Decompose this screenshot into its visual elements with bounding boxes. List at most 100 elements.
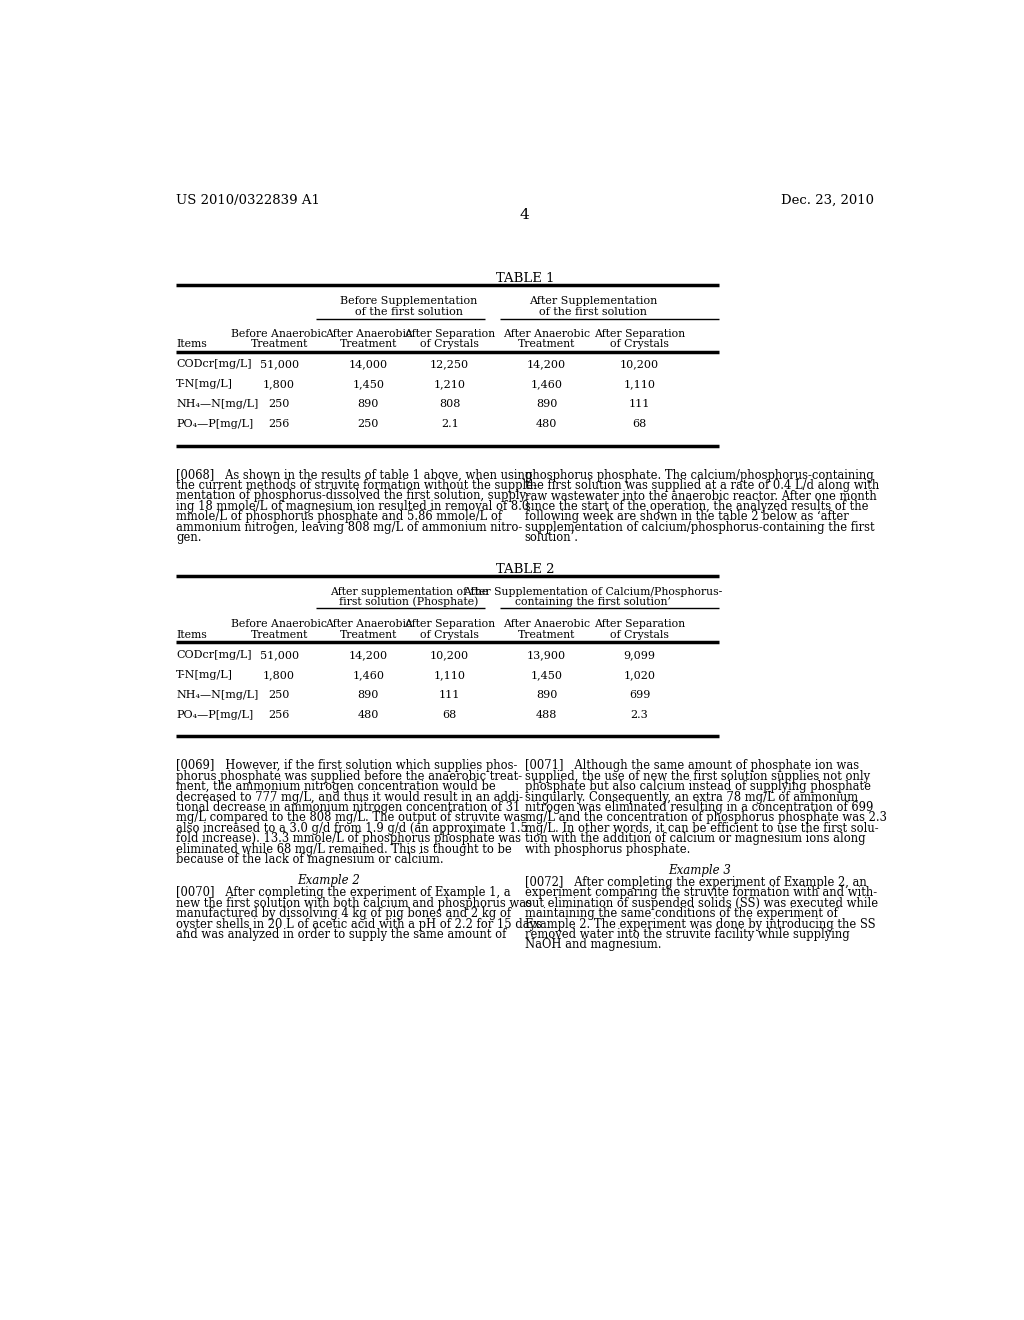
Text: [0072]   After completing the experiment of Example 2, an: [0072] After completing the experiment o… <box>524 876 866 890</box>
Text: T-N[mg/L]: T-N[mg/L] <box>176 671 233 680</box>
Text: phosphate but also calcium instead of supplying phosphate: phosphate but also calcium instead of su… <box>524 780 870 793</box>
Text: oyster shells in 20 L of acetic acid with a pH of 2.2 for 15 days: oyster shells in 20 L of acetic acid wit… <box>176 917 542 931</box>
Text: 68: 68 <box>633 420 646 429</box>
Text: 111: 111 <box>629 400 650 409</box>
Text: 2.1: 2.1 <box>440 420 459 429</box>
Text: ment, the ammonium nitrogen concentration would be: ment, the ammonium nitrogen concentratio… <box>176 780 496 793</box>
Text: singularly. Consequently, an extra 78 mg/L of ammonium: singularly. Consequently, an extra 78 mg… <box>524 791 858 804</box>
Text: Items: Items <box>176 630 207 640</box>
Text: 1,450: 1,450 <box>530 671 562 680</box>
Text: Treatment: Treatment <box>340 339 397 350</box>
Text: Treatment: Treatment <box>518 630 575 640</box>
Text: of the first solution: of the first solution <box>355 308 463 317</box>
Text: first solution (Phosphate): first solution (Phosphate) <box>339 597 478 607</box>
Text: 13,900: 13,900 <box>527 649 566 660</box>
Text: 1,460: 1,460 <box>530 379 562 389</box>
Text: tion with the addition of calcium or magnesium ions along: tion with the addition of calcium or mag… <box>524 832 865 845</box>
Text: 890: 890 <box>357 690 379 700</box>
Text: manufactured by dissolving 4 kg of pig bones and 2 kg of: manufactured by dissolving 4 kg of pig b… <box>176 907 511 920</box>
Text: NH₄—N[mg/L]: NH₄—N[mg/L] <box>176 690 258 700</box>
Text: 51,000: 51,000 <box>259 359 299 370</box>
Text: 488: 488 <box>536 710 557 721</box>
Text: 51,000: 51,000 <box>259 649 299 660</box>
Text: and was analyzed in order to supply the same amount of: and was analyzed in order to supply the … <box>176 928 507 941</box>
Text: Example 3: Example 3 <box>668 863 730 876</box>
Text: After Separation: After Separation <box>594 619 685 630</box>
Text: new the first solution with both calcium and phosphorus was: new the first solution with both calcium… <box>176 896 532 909</box>
Text: of Crystals: of Crystals <box>420 630 479 640</box>
Text: 890: 890 <box>357 400 379 409</box>
Text: because of the lack of magnesium or calcium.: because of the lack of magnesium or calc… <box>176 853 443 866</box>
Text: Treatment: Treatment <box>340 630 397 640</box>
Text: mg/L and the concentration of phosphorus phosphate was 2.3: mg/L and the concentration of phosphorus… <box>524 812 887 825</box>
Text: supplementation of calcium/phosphorus-containing the first: supplementation of calcium/phosphorus-co… <box>524 520 874 533</box>
Text: Before Anaerobic: Before Anaerobic <box>231 329 327 338</box>
Text: 1,800: 1,800 <box>263 671 295 680</box>
Text: After Anaerobic: After Anaerobic <box>325 329 412 338</box>
Text: 1,800: 1,800 <box>263 379 295 389</box>
Text: 68: 68 <box>442 710 457 721</box>
Text: Example 2: Example 2 <box>297 874 359 887</box>
Text: ammonium nitrogen, leaving 808 mg/L of ammonium nitro-: ammonium nitrogen, leaving 808 mg/L of a… <box>176 520 522 533</box>
Text: maintaining the same conditions of the experiment of: maintaining the same conditions of the e… <box>524 907 838 920</box>
Text: 250: 250 <box>268 400 290 409</box>
Text: nitrogen was eliminated resulting in a concentration of 699: nitrogen was eliminated resulting in a c… <box>524 801 873 814</box>
Text: mmole/L of phosphorus phosphate and 5.86 mmole/L of: mmole/L of phosphorus phosphate and 5.86… <box>176 511 502 523</box>
Text: phorus phosphate was supplied before the anaerobic treat-: phorus phosphate was supplied before the… <box>176 770 522 783</box>
Text: out elimination of suspended solids (SS) was executed while: out elimination of suspended solids (SS)… <box>524 896 878 909</box>
Text: Treatment: Treatment <box>518 339 575 350</box>
Text: also increased to a 3.0 g/d from 1.9 g/d (an approximate 1.5: also increased to a 3.0 g/d from 1.9 g/d… <box>176 822 528 834</box>
Text: phosphorus phosphate. The calcium/phosphorus-containing: phosphorus phosphate. The calcium/phosph… <box>524 469 873 482</box>
Text: After Anaerobic: After Anaerobic <box>503 329 590 338</box>
Text: mg/L compared to the 808 mg/L. The output of struvite was: mg/L compared to the 808 mg/L. The outpu… <box>176 812 526 825</box>
Text: After Supplementation: After Supplementation <box>528 296 657 306</box>
Text: solution’.: solution’. <box>524 531 579 544</box>
Text: 250: 250 <box>357 420 379 429</box>
Text: TABLE 1: TABLE 1 <box>496 272 554 285</box>
Text: [0069]   However, if the first solution which supplies phos-: [0069] However, if the first solution wh… <box>176 759 517 772</box>
Text: 14,200: 14,200 <box>527 359 566 370</box>
Text: 480: 480 <box>536 420 557 429</box>
Text: After supplementation of the: After supplementation of the <box>330 587 488 597</box>
Text: Before Supplementation: Before Supplementation <box>340 296 477 306</box>
Text: 12,250: 12,250 <box>430 359 469 370</box>
Text: 10,200: 10,200 <box>620 359 659 370</box>
Text: CODcr[mg/L]: CODcr[mg/L] <box>176 359 252 370</box>
Text: removed water into the struvite facility while supplying: removed water into the struvite facility… <box>524 928 850 941</box>
Text: 14,000: 14,000 <box>349 359 388 370</box>
Text: Example 2. The experiment was done by introducing the SS: Example 2. The experiment was done by in… <box>524 917 876 931</box>
Text: of Crystals: of Crystals <box>610 339 669 350</box>
Text: mg/L. In other words, it can be efficient to use the first solu-: mg/L. In other words, it can be efficien… <box>524 822 879 834</box>
Text: 1,110: 1,110 <box>624 379 655 389</box>
Text: tional decrease in ammonium nitrogen concentration of 31: tional decrease in ammonium nitrogen con… <box>176 801 520 814</box>
Text: 1,020: 1,020 <box>624 671 655 680</box>
Text: [0071]   Although the same amount of phosphate ion was: [0071] Although the same amount of phosp… <box>524 759 859 772</box>
Text: 2.3: 2.3 <box>631 710 648 721</box>
Text: [0068]   As shown in the results of table 1 above, when using: [0068] As shown in the results of table … <box>176 469 532 482</box>
Text: the first solution was supplied at a rate of 0.4 L/d along with: the first solution was supplied at a rat… <box>524 479 879 492</box>
Text: mentation of phosphorus-dissolved the first solution, supply-: mentation of phosphorus-dissolved the fi… <box>176 490 530 503</box>
Text: of Crystals: of Crystals <box>610 630 669 640</box>
Text: 10,200: 10,200 <box>430 649 469 660</box>
Text: After Supplementation of Calcium/Phosphorus-: After Supplementation of Calcium/Phospho… <box>464 587 723 597</box>
Text: since the start of the operation, the analyzed results of the: since the start of the operation, the an… <box>524 500 868 513</box>
Text: gen.: gen. <box>176 531 202 544</box>
Text: [0070]   After completing the experiment of Example 1, a: [0070] After completing the experiment o… <box>176 887 511 899</box>
Text: 9,099: 9,099 <box>624 649 655 660</box>
Text: containing the first solution’: containing the first solution’ <box>515 597 671 607</box>
Text: following week are shown in the table 2 below as ‘after: following week are shown in the table 2 … <box>524 511 849 523</box>
Text: 1,450: 1,450 <box>352 379 384 389</box>
Text: 890: 890 <box>536 400 557 409</box>
Text: 480: 480 <box>357 710 379 721</box>
Text: US 2010/0322839 A1: US 2010/0322839 A1 <box>176 194 319 207</box>
Text: experiment comparing the struvite formation with and with-: experiment comparing the struvite format… <box>524 887 877 899</box>
Text: Dec. 23, 2010: Dec. 23, 2010 <box>780 194 873 207</box>
Text: 699: 699 <box>629 690 650 700</box>
Text: with phosphorus phosphate.: with phosphorus phosphate. <box>524 842 690 855</box>
Text: ing 18 mmole/L of magnesium ion resulted in removal of 8.0: ing 18 mmole/L of magnesium ion resulted… <box>176 500 529 513</box>
Text: 4: 4 <box>520 209 529 223</box>
Text: After Separation: After Separation <box>594 329 685 338</box>
Text: After Separation: After Separation <box>404 619 496 630</box>
Text: fold increase). 13.3 mmole/L of phosphorus phosphate was: fold increase). 13.3 mmole/L of phosphor… <box>176 832 521 845</box>
Text: 808: 808 <box>439 400 461 409</box>
